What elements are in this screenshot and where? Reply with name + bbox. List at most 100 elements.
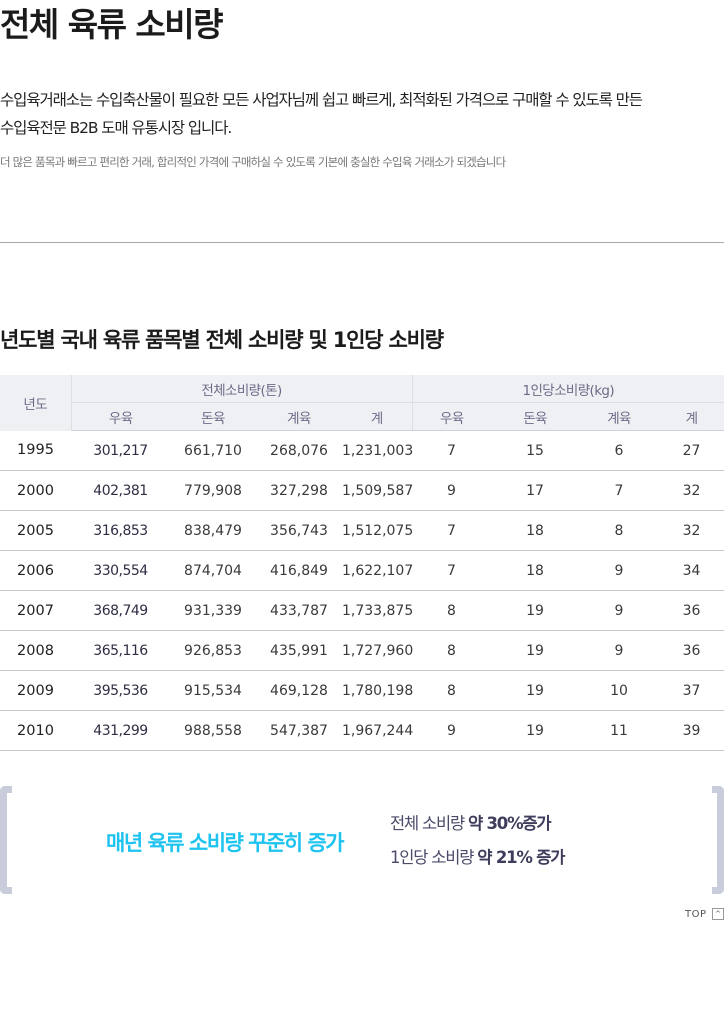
table-cell: 365,116 [71,630,170,671]
table-cell: 7 [412,550,492,591]
intro-line-2: 수입육전문 B2B 도매 유통시장 입니다. [0,119,232,137]
table-cell: 9 [579,550,660,591]
intro-text: 수입육거래소는 수입축산물이 필요한 모든 사업자님께 쉽고 빠르게, 최적화된… [0,86,724,142]
summary-total-increase: 전체 소비량 약 30%증가 [390,810,552,834]
table-cell: 926,853 [170,630,256,671]
summary-headline: 매년 육류 소비량 꾸준히 증가 [106,831,345,855]
table-cell: 18 [491,550,580,591]
table-cell: 8 [579,510,660,551]
table-cell: 395,536 [71,670,170,711]
per-capita-consumption-header: 1인당소비량(kg) [412,375,724,403]
summary-per-capita-increase: 1인당 소비량 약 21% 증가 [390,844,565,868]
table-cell: 19 [491,630,580,671]
table-cell: 19 [491,590,580,631]
table-cell: 301,217 [71,430,170,471]
table-cell: 1,727,960 [342,630,413,671]
table-cell: 1,622,107 [342,550,413,591]
table-cell: 17 [491,470,580,511]
consumption-table: 년도 전체소비량(톤) 1인당소비량(kg) 우육 돈육 계육 계 우육 돈육 … [0,375,724,751]
section-title: 년도별 국내 육류 품목별 전체 소비량 및 1인당 소비량 [0,328,444,352]
sub-header-pork-per-capita: 돈육 [491,402,580,431]
table-row: 2000 402,381 779,908 327,298 1,509,587 9… [0,470,724,511]
table-cell: 431,299 [71,710,170,751]
table-cell: 27 [659,430,724,471]
table-cell: 327,298 [256,470,342,511]
top-label: TOP [685,909,707,920]
table-cell: 9 [412,470,492,511]
left-bracket [0,786,12,894]
table-cell: 9 [412,710,492,751]
page-title: 전체 육류 소비량 [0,5,224,44]
table-cell: 6 [579,430,660,471]
sub-header-sum-per-capita: 계 [659,402,724,431]
summary-per-capita-label: 1인당 소비량 [390,848,474,867]
table-cell: 8 [412,630,492,671]
table-cell-year: 2005 [0,510,71,551]
table-cell: 435,991 [256,630,342,671]
table-row: 2008 365,116 926,853 435,991 1,727,960 8… [0,630,724,671]
summary-total-value: 약 30%증가 [468,814,552,833]
sub-header-beef-per-capita: 우육 [412,402,492,431]
table-cell: 8 [412,590,492,631]
table-cell: 661,710 [170,430,256,471]
sub-header-beef-total: 우육 [71,402,170,431]
table-cell: 416,849 [256,550,342,591]
sub-header-chicken-per-capita: 계육 [579,402,660,431]
table-cell: 36 [659,590,724,631]
table-cell-year: 2007 [0,590,71,631]
table-cell: 8 [412,670,492,711]
table-cell: 988,558 [170,710,256,751]
table-row: 1995 301,217 661,710 268,076 1,231,003 7… [0,430,724,471]
table-cell: 368,749 [71,590,170,631]
table-cell: 547,387 [256,710,342,751]
table-cell: 469,128 [256,670,342,711]
table-cell: 838,479 [170,510,256,551]
table-row: 2006 330,554 874,704 416,849 1,622,107 7… [0,550,724,591]
table-cell: 19 [491,710,580,751]
table-row: 2007 368,749 931,339 433,787 1,733,875 8… [0,590,724,631]
table-cell: 1,231,003 [342,430,413,471]
table-cell: 356,743 [256,510,342,551]
table-cell: 1,780,198 [342,670,413,711]
table-cell: 316,853 [71,510,170,551]
table-cell: 37 [659,670,724,711]
table-cell: 268,076 [256,430,342,471]
table-cell: 1,512,075 [342,510,413,551]
table-cell: 1,967,244 [342,710,413,751]
table-cell: 779,908 [170,470,256,511]
table-cell: 402,381 [71,470,170,511]
year-column-header: 년도 [0,375,72,431]
table-cell: 874,704 [170,550,256,591]
table-row: 2009 395,536 915,534 469,128 1,780,198 8… [0,670,724,711]
table-cell-year: 2006 [0,550,71,591]
intro-subtext: 더 많은 품목과 빠르고 편리한 거래, 합리적인 가격에 구매하실 수 있도록… [0,155,506,169]
table-cell: 11 [579,710,660,751]
table-cell-year: 1995 [0,430,71,471]
table-cell: 7 [412,430,492,471]
table-cell: 915,534 [170,670,256,711]
table-cell: 433,787 [256,590,342,631]
chevron-up-icon: ^ [712,908,724,920]
table-cell: 7 [579,470,660,511]
table-cell: 32 [659,470,724,511]
table-cell: 10 [579,670,660,711]
table-cell: 19 [491,670,580,711]
table-cell: 1,509,587 [342,470,413,511]
sub-header-chicken-total: 계육 [256,402,342,431]
table-cell: 36 [659,630,724,671]
table-row: 2010 431,299 988,558 547,387 1,967,244 9… [0,710,724,751]
table-cell-year: 2010 [0,710,71,751]
right-bracket [712,786,724,894]
scroll-top-button[interactable]: TOP ^ [685,908,724,920]
table-cell: 931,339 [170,590,256,631]
section-divider [0,242,724,243]
table-cell: 34 [659,550,724,591]
total-consumption-header: 전체소비량(톤) [71,375,413,403]
sub-header-sum-total: 계 [342,402,413,431]
table-cell-year: 2000 [0,470,71,511]
table-cell: 9 [579,590,660,631]
table-cell: 32 [659,510,724,551]
summary-per-capita-value: 약 21% 증가 [477,848,565,867]
table-cell: 7 [412,510,492,551]
intro-line-1: 수입육거래소는 수입축산물이 필요한 모든 사업자님께 쉽고 빠르게, 최적화된… [0,91,643,109]
